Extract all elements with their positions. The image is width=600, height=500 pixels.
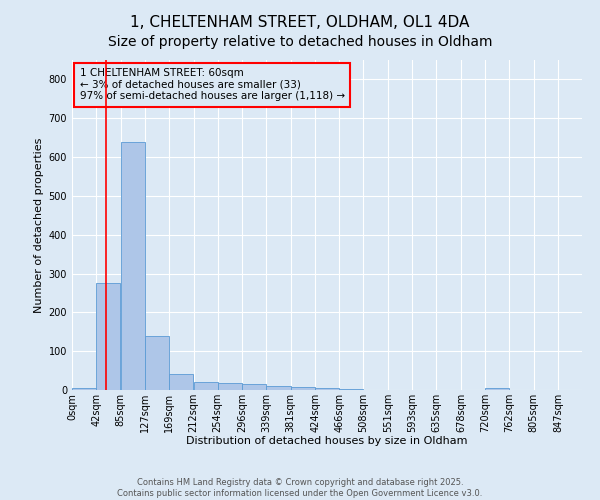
Text: 1, CHELTENHAM STREET, OLDHAM, OL1 4DA: 1, CHELTENHAM STREET, OLDHAM, OL1 4DA [130,15,470,30]
Bar [145,336,169,390]
Bar [194,382,218,390]
Bar [96,283,120,390]
Bar [485,388,509,390]
Bar [218,383,242,390]
Text: Size of property relative to detached houses in Oldham: Size of property relative to detached ho… [108,35,492,49]
Text: Contains HM Land Registry data © Crown copyright and database right 2025.
Contai: Contains HM Land Registry data © Crown c… [118,478,482,498]
Bar [121,142,145,390]
Bar [340,389,364,390]
Bar [290,387,314,390]
Y-axis label: Number of detached properties: Number of detached properties [34,138,44,312]
Text: 1 CHELTENHAM STREET: 60sqm
← 3% of detached houses are smaller (33)
97% of semi-: 1 CHELTENHAM STREET: 60sqm ← 3% of detac… [80,68,345,102]
X-axis label: Distribution of detached houses by size in Oldham: Distribution of detached houses by size … [186,436,468,446]
Bar [72,388,96,390]
Bar [242,384,266,390]
Bar [266,386,290,390]
Bar [169,374,193,390]
Bar [315,388,340,390]
